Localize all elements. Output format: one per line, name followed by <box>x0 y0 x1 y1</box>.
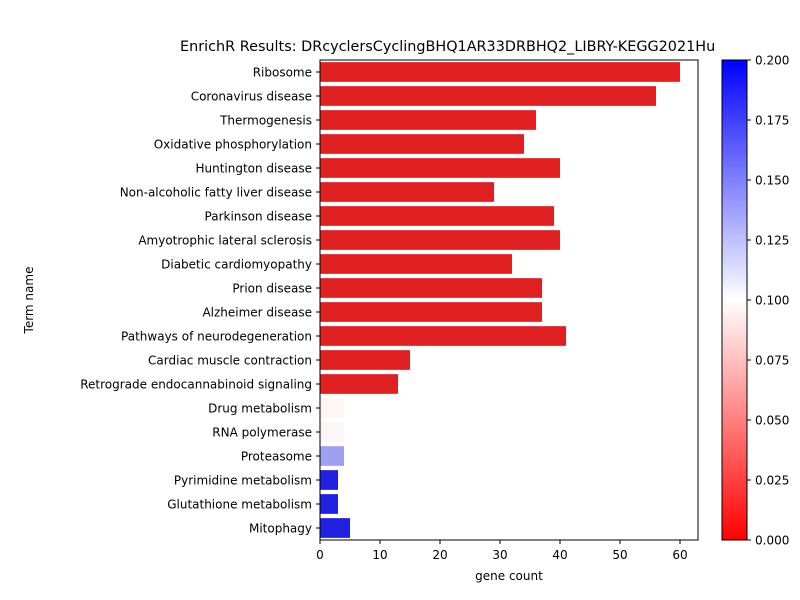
category-label: Ribosome <box>253 66 312 80</box>
x-tick-label: 30 <box>492 548 507 562</box>
bar <box>320 494 338 514</box>
colorbar-tick-label: 0.100 <box>755 294 789 308</box>
category-label: Coronavirus disease <box>191 90 312 104</box>
category-label: Retrograde endocannabinoid signaling <box>80 378 312 392</box>
x-tick-label: 20 <box>432 548 447 562</box>
bar <box>320 254 512 274</box>
x-tick-label: 50 <box>612 548 627 562</box>
bar <box>320 86 656 106</box>
category-label: Pyrimidine metabolism <box>174 474 312 488</box>
colorbar-tick-label: 0.025 <box>755 474 789 488</box>
bar <box>320 398 344 418</box>
bar <box>320 278 542 298</box>
bar <box>320 350 410 370</box>
category-label: Glutathione metabolism <box>167 498 312 512</box>
category-label: Parkinson disease <box>205 210 312 224</box>
colorbar-ticks-group: 0.000 0.025 0.050 0.075 0.100 0.125 0.150 0.175… <box>747 54 789 548</box>
category-label: Proteasome <box>241 450 312 464</box>
category-label: Drug metabolism <box>208 402 312 416</box>
category-label: Non-alcoholic fatty liver disease <box>120 186 312 200</box>
colorbar-tick-label: 0.075 <box>755 354 789 368</box>
colorbar-tick-label: 0.175 <box>755 114 789 128</box>
category-label: Cardiac muscle contraction <box>148 354 312 368</box>
colorbar-tick-label: 0.200 <box>755 54 789 68</box>
x-tick-label: 40 <box>552 548 567 562</box>
category-label: Mitophagy <box>249 522 312 536</box>
bars-group <box>320 62 680 538</box>
bar <box>320 206 554 226</box>
bar <box>320 518 350 538</box>
bar <box>320 134 524 154</box>
category-label: Thermogenesis <box>219 114 312 128</box>
bar <box>320 302 542 322</box>
colorbar-tick-label: 0.150 <box>755 174 789 188</box>
category-label: Amyotrophic lateral sclerosis <box>138 234 312 248</box>
bar <box>320 158 560 178</box>
category-label: Huntington disease <box>195 162 312 176</box>
category-label: RNA polymerase <box>212 426 312 440</box>
category-label: Oxidative phosphorylation <box>154 138 312 152</box>
colorbar-tick-label: 0.050 <box>755 414 789 428</box>
category-label: Prion disease <box>232 282 312 296</box>
category-label: Alzheimer disease <box>202 306 312 320</box>
bar <box>320 230 560 250</box>
bar <box>320 422 344 442</box>
category-label: Pathways of neurodegeneration <box>121 330 312 344</box>
category-label: Diabetic cardiomyopathy <box>161 258 312 272</box>
colorbar-tick-label: 0.125 <box>755 234 789 248</box>
x-tick-label: 60 <box>672 548 687 562</box>
bar <box>320 182 494 202</box>
category-labels-group: Ribosome Coronavirus disease Thermogenesis… <box>80 66 320 536</box>
bar <box>320 326 566 346</box>
bar <box>320 470 338 490</box>
colorbar <box>721 59 748 541</box>
bar <box>320 62 680 82</box>
x-tick-label: 10 <box>372 548 387 562</box>
colorbar-tick-label: 0.000 <box>755 534 789 548</box>
bar <box>320 110 536 130</box>
plot-frame <box>319 59 699 541</box>
chart-title: EnrichR Results: DRcyclersCyclingBHQ1AR3… <box>180 39 715 55</box>
bar <box>320 446 344 466</box>
x-ticks-group: 0 10 20 30 40 50 60 <box>316 540 688 562</box>
bar <box>320 374 398 394</box>
y-axis-label: Term name <box>22 267 36 335</box>
x-axis-label: gene count <box>475 569 543 583</box>
x-tick-label: 0 <box>316 548 324 562</box>
